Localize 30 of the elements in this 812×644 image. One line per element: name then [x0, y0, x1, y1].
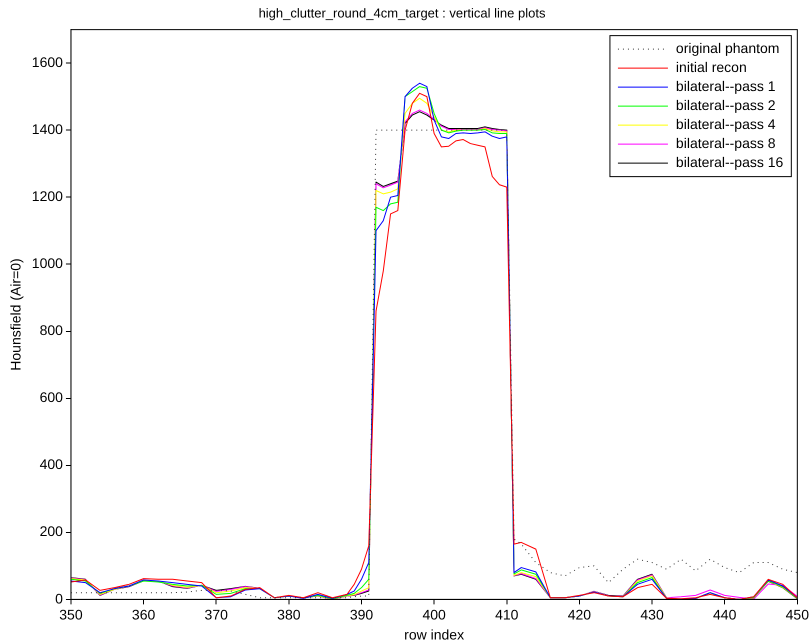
y-tick-label: 1600	[32, 54, 64, 70]
y-tick-label: 200	[40, 523, 64, 540]
legend-label: initial recon	[676, 58, 747, 75]
legend-label: bilateral--pass 4	[676, 116, 776, 132]
y-tick-label: 1000	[32, 255, 64, 272]
x-tick-label: 420	[568, 606, 592, 623]
legend-label: bilateral--pass 16	[676, 154, 784, 170]
legend-label: original phantom	[676, 40, 780, 56]
y-axis-title: Hounsfield (Air=0)	[7, 258, 24, 371]
y-tick-label: 600	[40, 389, 64, 406]
x-tick-label: 450	[786, 606, 810, 623]
y-tick-label: 1400	[32, 121, 64, 138]
y-tick-label: 400	[40, 456, 64, 472]
x-tick-label: 440	[713, 606, 737, 623]
y-tick-label: 0	[55, 590, 64, 606]
x-tick-label: 400	[422, 606, 446, 623]
chart-title: high_clutter_round_4cm_target : vertical line plots	[258, 5, 546, 20]
legend-label: bilateral--pass 1	[676, 78, 776, 94]
x-tick-label: 430	[640, 606, 664, 623]
legend-label: bilateral--pass 2	[676, 96, 776, 113]
y-tick-label: 1200	[32, 188, 64, 204]
x-tick-label: 350	[59, 606, 83, 623]
x-tick-label: 410	[495, 606, 519, 623]
x-tick-label: 360	[132, 606, 156, 623]
x-tick-label: 380	[277, 606, 301, 623]
legend-label: bilateral--pass 8	[676, 134, 776, 151]
x-axis-title: row index	[404, 626, 464, 642]
x-tick-label: 370	[204, 606, 228, 623]
x-tick-label: 390	[350, 606, 374, 623]
y-tick-label: 800	[40, 322, 64, 338]
